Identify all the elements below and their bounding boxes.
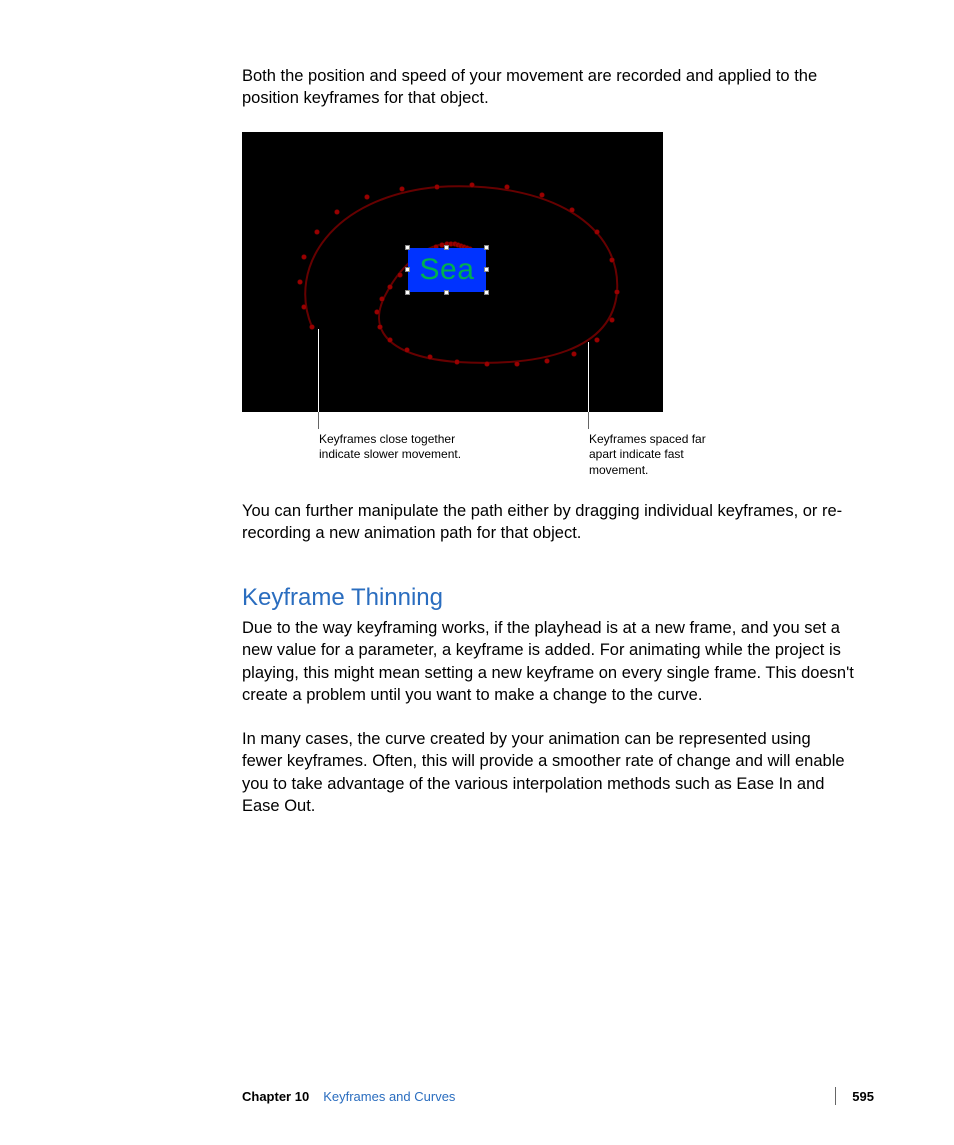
footer-chapter: Chapter 10: [242, 1089, 309, 1104]
handle-tl: [405, 245, 410, 250]
page-content: Both the position and speed of your move…: [0, 0, 954, 1145]
handle-tr: [484, 245, 489, 250]
selected-object: Sea: [408, 248, 486, 292]
caption-left: Keyframes close together indicate slower…: [319, 432, 479, 463]
handle-bl: [405, 290, 410, 295]
callout-line-right: [588, 342, 589, 412]
page-footer: Chapter 10 Keyframes and Curves 595: [242, 1087, 874, 1105]
caption-right: Keyframes spaced far apart indicate fast…: [589, 432, 729, 479]
handle-bc: [444, 290, 449, 295]
footer-title: Keyframes and Curves: [323, 1089, 455, 1104]
handle-br: [484, 290, 489, 295]
handle-mr: [484, 267, 489, 272]
callout-line-left: [318, 329, 319, 412]
figure: Sea Keyframes close together indicate sl…: [242, 132, 854, 472]
followup-paragraph: You can further manipulate the path eith…: [242, 500, 854, 545]
handle-ml: [405, 267, 410, 272]
intro-paragraph: Both the position and speed of your move…: [242, 65, 854, 110]
canvas-viewport: Sea: [242, 132, 663, 412]
footer-divider: [835, 1087, 836, 1105]
callout-ext-left: [318, 412, 319, 429]
section-heading: Keyframe Thinning: [242, 584, 854, 612]
callout-ext-right: [588, 412, 589, 429]
object-label: Sea: [420, 253, 475, 287]
handle-tc: [444, 245, 449, 250]
footer-page-number: 595: [852, 1089, 874, 1104]
section-para-1: Due to the way keyframing works, if the …: [242, 617, 854, 706]
figure-captions: Keyframes close together indicate slower…: [242, 412, 854, 472]
section-para-2: In many cases, the curve created by your…: [242, 728, 854, 817]
